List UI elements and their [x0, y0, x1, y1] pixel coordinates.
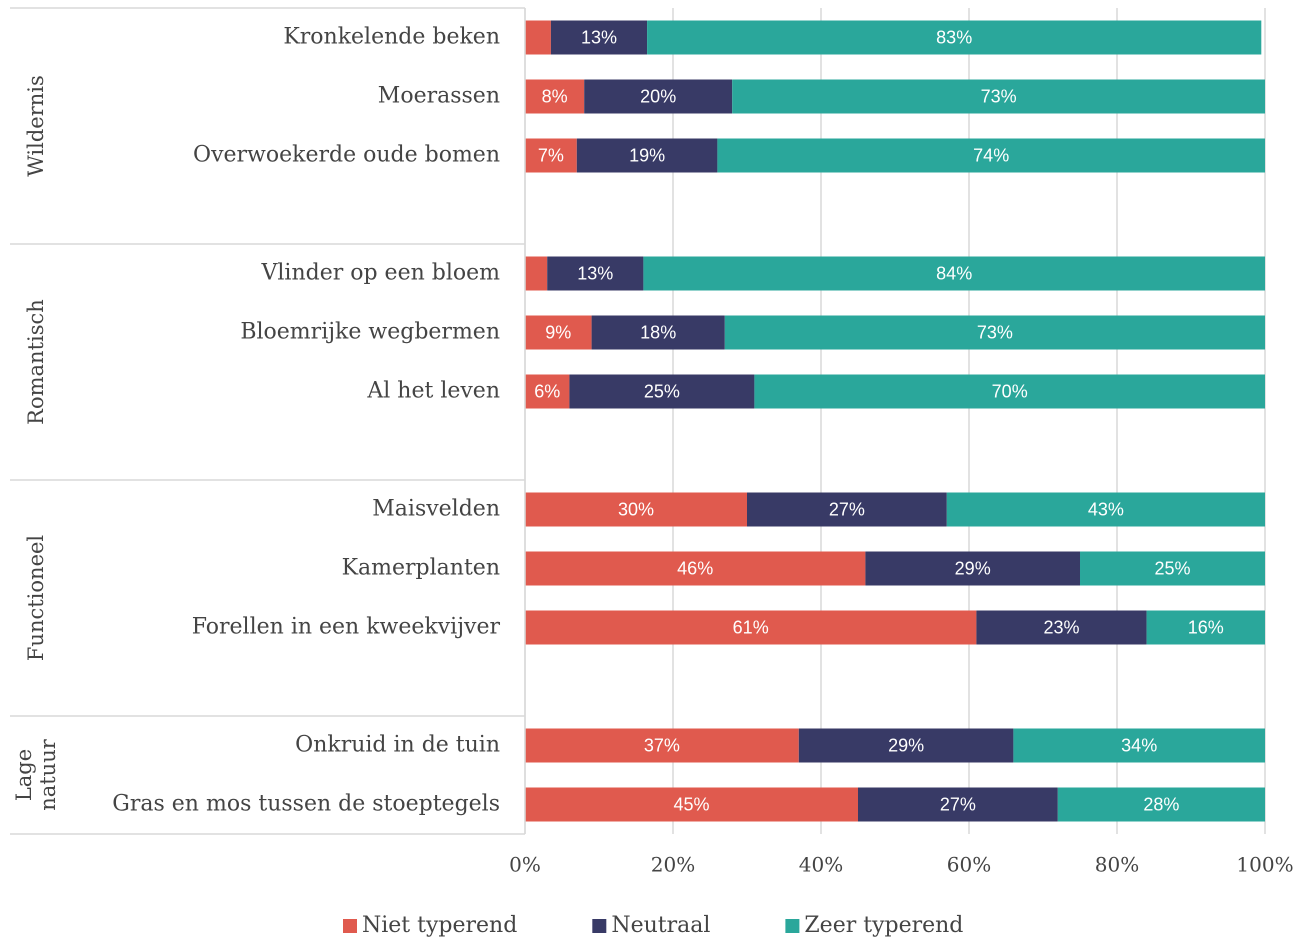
bar-segment [946, 492, 1265, 527]
value-label: 34% [1121, 735, 1157, 755]
group-label: Wildernis [24, 75, 48, 177]
bar-segment [976, 610, 1147, 645]
value-label: 28% [1143, 794, 1179, 814]
bar-segment [525, 20, 551, 55]
value-label: 13% [581, 27, 617, 47]
value-label: 9% [545, 322, 571, 342]
value-label: 46% [677, 558, 713, 578]
grid [524, 8, 1266, 834]
category-label: Kronkelende beken [283, 25, 500, 50]
bar-segment [643, 256, 1265, 291]
value-label: 29% [888, 735, 924, 755]
bar-segment [754, 374, 1265, 409]
bar-segment [591, 315, 725, 350]
value-label: 73% [981, 86, 1017, 106]
group-label: Romantisch [24, 299, 48, 425]
bar-segment [525, 315, 592, 350]
category-label: Overwoekerde oude bomen [193, 143, 500, 168]
bar-segment [798, 728, 1014, 763]
value-label: 83% [936, 27, 972, 47]
bar-segment [576, 138, 718, 173]
bar-segment [525, 256, 548, 291]
value-label: 23% [1043, 617, 1079, 637]
category-label: Moerassen [378, 84, 500, 109]
category-label: Onkruid in de tuin [295, 733, 500, 758]
value-label: 16% [1188, 617, 1224, 637]
value-label: 70% [992, 381, 1028, 401]
value-label: 6% [534, 381, 560, 401]
foreground: 0% 20% 40% 60% 80% 100% Kronkelende beken 13% 83… [10, 7, 1294, 938]
value-label: 27% [940, 794, 976, 814]
bar-segment [1146, 610, 1265, 645]
bar-segment [525, 138, 577, 173]
bar-segment [550, 20, 648, 55]
bar-segment [732, 79, 1265, 114]
category-label: Kamerplanten [342, 556, 500, 581]
category-label: Forellen in een kweekvijver [192, 615, 501, 640]
value-label: 30% [618, 499, 654, 519]
x-tick-label: 100% [1236, 853, 1293, 877]
bar-segment [717, 138, 1265, 173]
legend-label: Neutraal [611, 913, 710, 938]
legend-swatch [592, 919, 607, 933]
value-label: 25% [644, 381, 680, 401]
bar-segment [569, 374, 755, 409]
value-label: 19% [629, 145, 665, 165]
bar-segment [525, 728, 799, 763]
legend-label: Zeer typerend [804, 913, 963, 938]
legend-swatch [785, 919, 800, 933]
category-label: Al het leven [366, 379, 500, 404]
bars [525, 20, 1265, 822]
bar-segment [547, 256, 644, 291]
value-label: 73% [977, 322, 1013, 342]
value-label: 13% [577, 263, 613, 283]
bar-segment [747, 492, 947, 527]
bar-segment [584, 79, 733, 114]
group-label: Functioneel [24, 534, 48, 662]
bar-segment [525, 787, 858, 822]
value-label: 43% [1088, 499, 1124, 519]
legend-label: Niet typerend [362, 913, 517, 938]
value-label: 27% [829, 499, 865, 519]
value-label: 18% [640, 322, 676, 342]
value-label: 20% [640, 86, 676, 106]
bar-segment [525, 374, 570, 409]
bar-segment [525, 610, 977, 645]
x-tick-label: 80% [1095, 853, 1139, 877]
bar-segment [525, 79, 585, 114]
bar-segment [1013, 728, 1265, 763]
bar-segment [525, 551, 866, 586]
category-label: Bloemrijke wegbermen [240, 320, 500, 345]
legend-swatch [343, 919, 357, 933]
bar-segment [858, 787, 1058, 822]
bar-segment [724, 315, 1265, 350]
value-label: 37% [644, 735, 680, 755]
category-label: Gras en mos tussen de stoeptegels [112, 792, 500, 817]
bar-segment [1080, 551, 1265, 586]
x-tick-label: 60% [947, 853, 991, 877]
bar-segment [865, 551, 1080, 586]
value-label: 7% [538, 145, 564, 165]
value-label: 8% [542, 86, 568, 106]
value-label: 45% [673, 794, 709, 814]
value-label: 61% [733, 617, 769, 637]
value-label: 84% [936, 263, 972, 283]
value-label: 25% [1154, 558, 1190, 578]
group-label: Lage natuur [12, 739, 60, 811]
bar-segment [647, 20, 1262, 55]
x-tick-label: 40% [799, 853, 843, 877]
value-label: 29% [955, 558, 991, 578]
bar-segment [1057, 787, 1265, 822]
category-label: Vlinder op een bloem [260, 261, 500, 286]
bar-segment [525, 492, 747, 527]
x-tick-label: 20% [651, 853, 695, 877]
x-tick-label: 0% [509, 853, 541, 877]
value-label: 74% [973, 145, 1009, 165]
category-label: Maisvelden [372, 497, 500, 522]
